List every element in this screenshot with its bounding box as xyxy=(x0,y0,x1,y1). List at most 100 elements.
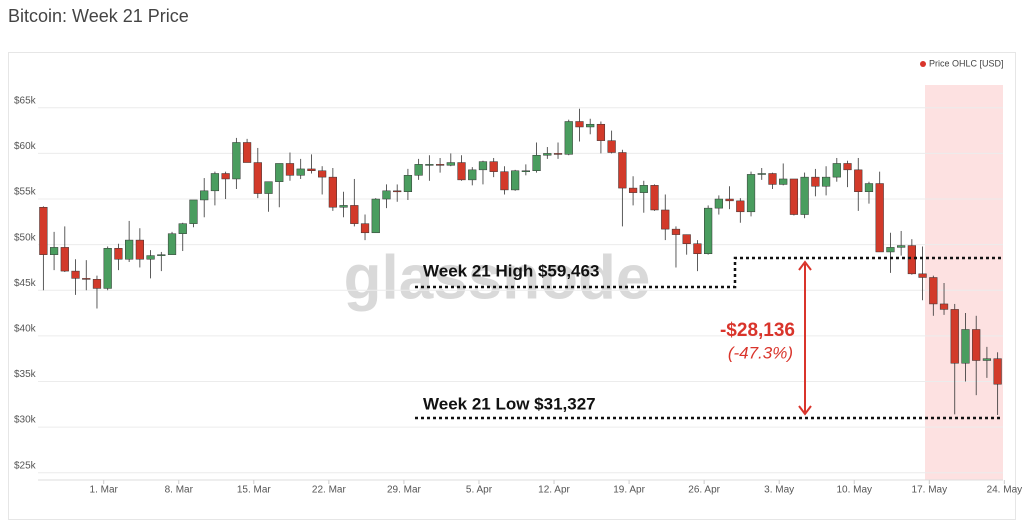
x-tick-label: 3. May xyxy=(764,485,794,496)
candle-body xyxy=(60,247,69,272)
y-tick-label: $50k xyxy=(14,232,37,243)
low-label: Week 21 Low $31,327 xyxy=(423,394,596,413)
candle-body xyxy=(897,245,906,248)
legend: Price OHLC [USD] xyxy=(920,58,1004,68)
y-tick-label: $65k xyxy=(14,95,37,106)
candle-body xyxy=(318,170,327,178)
candle-body xyxy=(854,169,863,192)
legend-marker xyxy=(920,61,926,67)
candle-body xyxy=(393,190,402,193)
candle-body xyxy=(521,170,530,173)
grid: $25k $30k $35k $40k $45k $50k $55k $60k $65k 1. M… xyxy=(14,95,1022,495)
candle-body xyxy=(92,279,102,289)
x-tick-label: 5. Apr xyxy=(466,485,493,496)
candle-body xyxy=(628,187,638,193)
arrow-head-up xyxy=(798,260,812,271)
x-tick-label: 19. Apr xyxy=(613,485,645,496)
candle-body xyxy=(875,183,884,253)
change-label: -$28,136 xyxy=(720,320,795,341)
candle-body xyxy=(200,190,209,201)
candle-body xyxy=(618,152,627,189)
x-tick-label: 29. Mar xyxy=(387,485,422,496)
y-tick-label: $35k xyxy=(14,369,37,380)
candle-body xyxy=(972,329,981,361)
candle-body xyxy=(167,233,177,255)
x-tick-label: 26. Apr xyxy=(688,485,720,496)
annotations: Week 21 High $59,463 Week 21 Low $31,327… xyxy=(415,256,1003,420)
candle-body xyxy=(553,153,563,155)
candle-body xyxy=(746,174,756,213)
legend-label: Price OHLC [USD] xyxy=(929,58,1004,68)
candle-body xyxy=(564,121,573,155)
candle-body xyxy=(232,142,241,180)
candle-body xyxy=(725,198,734,202)
candle-body xyxy=(864,183,874,192)
candles xyxy=(39,108,1002,415)
candle-body xyxy=(328,176,337,208)
x-tick-label: 24. May xyxy=(987,485,1023,496)
candle-body xyxy=(339,205,348,208)
candle-body xyxy=(221,173,230,180)
candle-body xyxy=(532,154,541,172)
candle-body xyxy=(253,162,262,194)
candle-body xyxy=(693,243,702,255)
candle-body xyxy=(157,254,166,256)
candle-body xyxy=(403,175,413,192)
high-label: Week 21 High $59,463 xyxy=(423,261,599,280)
candle-body xyxy=(993,358,1002,385)
y-tick-label: $55k xyxy=(14,187,37,198)
candle-body xyxy=(103,248,112,289)
watermark: glassnode xyxy=(344,243,651,312)
candle-body xyxy=(242,142,252,163)
candle-body xyxy=(457,162,466,181)
candle-body xyxy=(446,162,455,166)
candle-body xyxy=(950,309,959,364)
candle-body xyxy=(71,270,80,279)
candle-body xyxy=(918,273,927,278)
x-tick-label: 8. Mar xyxy=(165,485,194,496)
candle-body xyxy=(371,198,380,234)
candle-body xyxy=(500,171,509,191)
week-21-highlight xyxy=(925,85,1003,480)
candle-body xyxy=(811,176,820,187)
candle-body xyxy=(596,123,606,141)
candle-body xyxy=(800,176,809,215)
x-tick-label: 10. May xyxy=(836,485,872,496)
candle-body xyxy=(210,173,220,192)
candle-body xyxy=(886,247,895,253)
candle-body xyxy=(704,207,713,255)
y-tick-label: $30k xyxy=(14,415,37,426)
x-tick-label: 17. May xyxy=(912,485,948,496)
arrow-head-down xyxy=(798,405,812,416)
candle-body xyxy=(682,234,691,244)
candle-body xyxy=(275,163,284,182)
candle-body xyxy=(779,178,788,185)
candle-body xyxy=(350,205,359,224)
candle-body xyxy=(607,140,616,153)
candle-body xyxy=(639,185,648,193)
candle-body xyxy=(39,206,48,255)
candle-body xyxy=(832,163,841,178)
x-tick-label: 1. Mar xyxy=(90,485,119,496)
candle-body xyxy=(114,248,123,260)
candle-body xyxy=(435,164,445,166)
candle-body xyxy=(843,163,852,171)
chart-title: Bitcoin: Week 21 Price xyxy=(8,6,189,26)
candle-body xyxy=(82,278,91,280)
candle-body xyxy=(285,163,295,176)
candle-body xyxy=(961,329,970,364)
candle-body xyxy=(714,198,723,209)
candle-body xyxy=(425,164,434,166)
candle-body xyxy=(575,121,584,128)
x-tick-label: 15. Mar xyxy=(237,485,272,496)
candle-body xyxy=(939,303,949,310)
candle-body xyxy=(382,190,391,200)
candle-body xyxy=(264,181,273,194)
candle-body xyxy=(489,161,498,172)
y-tick-label: $40k xyxy=(14,324,37,335)
change-pct-label: (-47.3%) xyxy=(728,343,793,362)
candle-body xyxy=(736,200,745,213)
candle-body xyxy=(907,245,916,275)
